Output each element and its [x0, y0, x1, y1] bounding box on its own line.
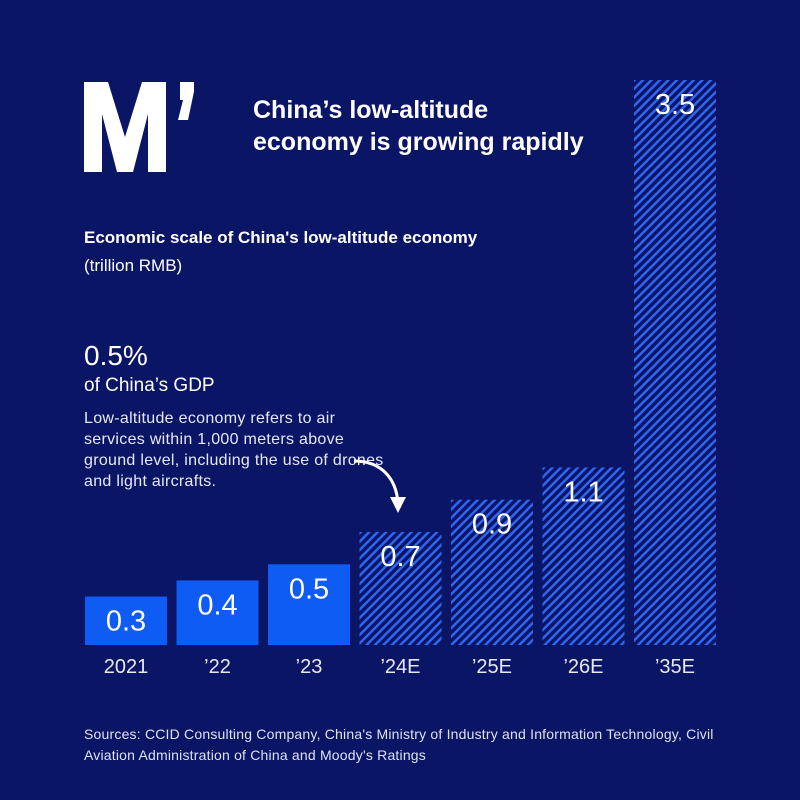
bar-3: [359, 532, 442, 645]
category-label: ’26E: [563, 656, 603, 678]
definition-note: Low-altitude economy refers to air servi…: [84, 410, 384, 490]
unit-label: (trillion RMB): [84, 256, 183, 275]
value-label: 0.4: [197, 589, 237, 621]
source-note: Sources: CCID Consulting Company, China'…: [84, 726, 714, 763]
value-label: 0.7: [380, 541, 420, 573]
value-label: 0.5: [289, 573, 329, 605]
chart-title: China’s low-altitude economy is growing …: [253, 94, 584, 158]
value-label: 3.5: [655, 89, 695, 121]
bar-4: [451, 499, 533, 645]
bar-0: [85, 596, 167, 645]
value-label: 1.1: [563, 476, 603, 508]
value-label: 0.9: [472, 509, 512, 541]
category-label: ’25E: [472, 656, 512, 678]
title-line-1: China’s low-altitude: [253, 96, 489, 124]
logo: [84, 82, 194, 172]
arrow-icon: [353, 459, 406, 513]
title-line-2: economy is growing rapidly: [253, 128, 584, 156]
gdp-share-label: of China’s GDP: [84, 375, 215, 396]
chart-subtitle: Economic scale of China's low-altitude e…: [84, 228, 478, 247]
category-label: ’22: [204, 656, 231, 678]
category-label: 2021: [104, 656, 149, 678]
bar-6: [634, 80, 716, 645]
bar-1: [176, 580, 259, 645]
category-label: ’35E: [655, 656, 695, 678]
bar-2: [268, 564, 350, 645]
value-label: 0.3: [106, 606, 146, 638]
gdp-share-value: 0.5%: [84, 340, 148, 371]
category-label: ’23: [296, 656, 323, 678]
bar-5: [542, 467, 625, 645]
category-label: ’24E: [380, 656, 420, 678]
